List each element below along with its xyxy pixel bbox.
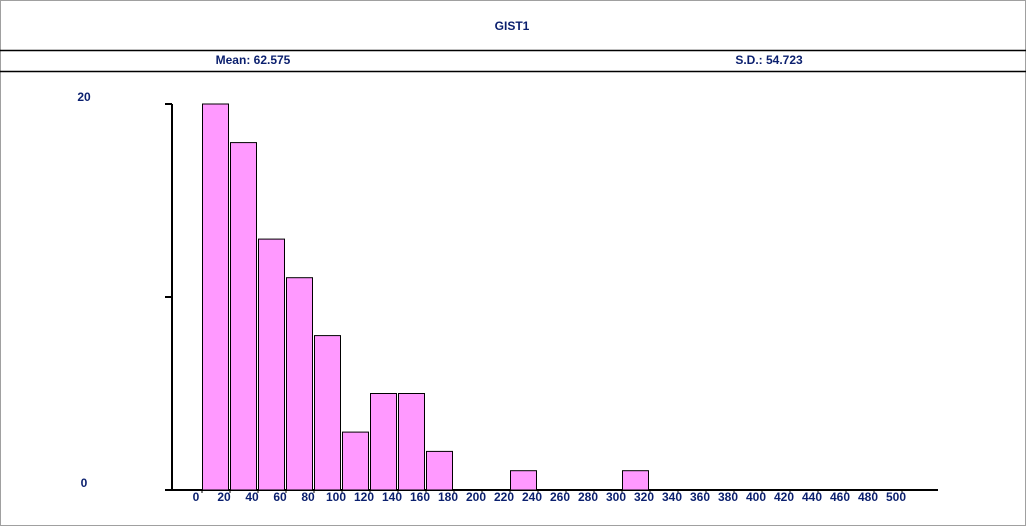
x-tick-label: 480 xyxy=(858,490,878,504)
mean-label: Mean: 62.575 xyxy=(216,53,291,67)
bar xyxy=(314,335,341,491)
x-tick-label: 0 xyxy=(193,490,200,504)
x-tick-label: 140 xyxy=(382,490,402,504)
bar xyxy=(510,470,537,491)
y-tick-label: 20 xyxy=(77,90,91,104)
x-tick-label: 380 xyxy=(718,490,738,504)
x-tick-label: 100 xyxy=(326,490,346,504)
bar xyxy=(398,393,425,491)
x-tick-label: 20 xyxy=(217,490,231,504)
x-tick-label: 280 xyxy=(578,490,598,504)
x-tick-label: 440 xyxy=(802,490,822,504)
x-tick-label: 180 xyxy=(438,490,458,504)
x-tick-label: 360 xyxy=(690,490,710,504)
sd-label: S.D.: 54.723 xyxy=(735,53,803,67)
x-tick-label: 80 xyxy=(301,490,315,504)
x-tick-label: 240 xyxy=(522,490,542,504)
x-tick-label: 200 xyxy=(466,490,486,504)
x-tick-label: 220 xyxy=(494,490,514,504)
chart-title: GIST1 xyxy=(495,19,530,33)
x-tick-label: 300 xyxy=(606,490,626,504)
x-tick-label: 500 xyxy=(886,490,906,504)
bar xyxy=(342,431,369,491)
x-tick-label: 320 xyxy=(634,490,654,504)
bar xyxy=(426,450,453,491)
x-tick-label: 340 xyxy=(662,490,682,504)
x-tick-label: 260 xyxy=(550,490,570,504)
x-tick-label: 40 xyxy=(245,490,259,504)
x-tick-label: 400 xyxy=(746,490,766,504)
bar xyxy=(370,393,397,491)
x-tick-label: 60 xyxy=(273,490,287,504)
bar xyxy=(622,470,649,491)
x-tick-label: 420 xyxy=(774,490,794,504)
x-tick-label: 160 xyxy=(410,490,430,504)
x-tick-label: 460 xyxy=(830,490,850,504)
bar xyxy=(202,103,229,491)
bar xyxy=(286,277,313,491)
y-tick-label: 0 xyxy=(81,476,88,490)
x-tick-label: 120 xyxy=(354,490,374,504)
bar xyxy=(230,142,257,491)
bar xyxy=(258,238,285,491)
